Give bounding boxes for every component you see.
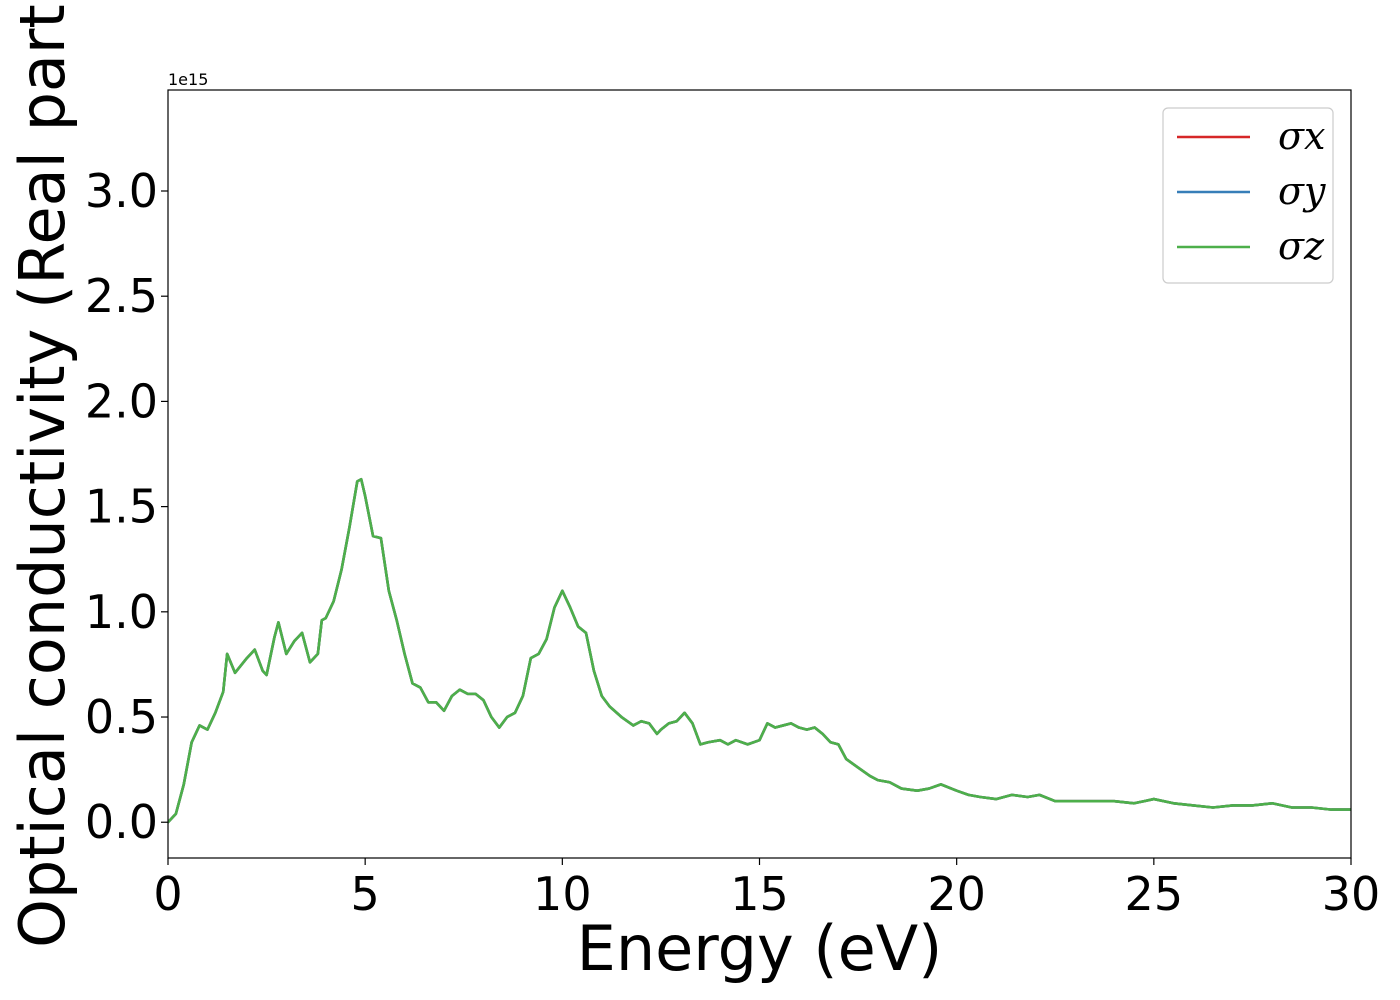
legend: σx σy σz	[1162, 107, 1334, 284]
x-axis-ticks: 0 5 10 15 20 25 30	[153, 858, 1380, 921]
legend-label-3: σz	[1278, 224, 1325, 268]
x-tick-label: 15	[730, 867, 789, 921]
y-tick-label: 1.5	[85, 480, 158, 534]
y-offset-label: 1e15	[168, 70, 208, 89]
series-layer	[168, 477, 1351, 824]
y-tick-label: 0.0	[85, 795, 158, 849]
x-tick-label: 0	[153, 867, 182, 921]
series-line-3	[168, 477, 1351, 824]
y-tick-label: 1.0	[85, 585, 158, 639]
y-tick-label: 2.0	[85, 374, 158, 428]
x-tick-label: 25	[1125, 867, 1184, 921]
legend-label-1: σx	[1278, 114, 1325, 158]
x-tick-label: 20	[927, 867, 986, 921]
y-axis-ticks: 0.0 0.5 1.0 1.5 2.0 2.5 3.0	[85, 164, 168, 849]
y-tick-label: 0.5	[85, 690, 158, 744]
x-axis-label: Energy (eV)	[577, 912, 943, 985]
x-tick-label: 10	[533, 867, 592, 921]
y-tick-label: 3.0	[85, 164, 158, 218]
y-tick-label: 2.5	[85, 269, 158, 323]
y-axis-label: Optical conductivity (Real part)	[6, 0, 79, 948]
legend-label-2: σy	[1278, 169, 1326, 213]
x-tick-label: 30	[1322, 867, 1381, 921]
legend-box	[1162, 107, 1334, 284]
x-tick-label: 5	[351, 867, 380, 921]
